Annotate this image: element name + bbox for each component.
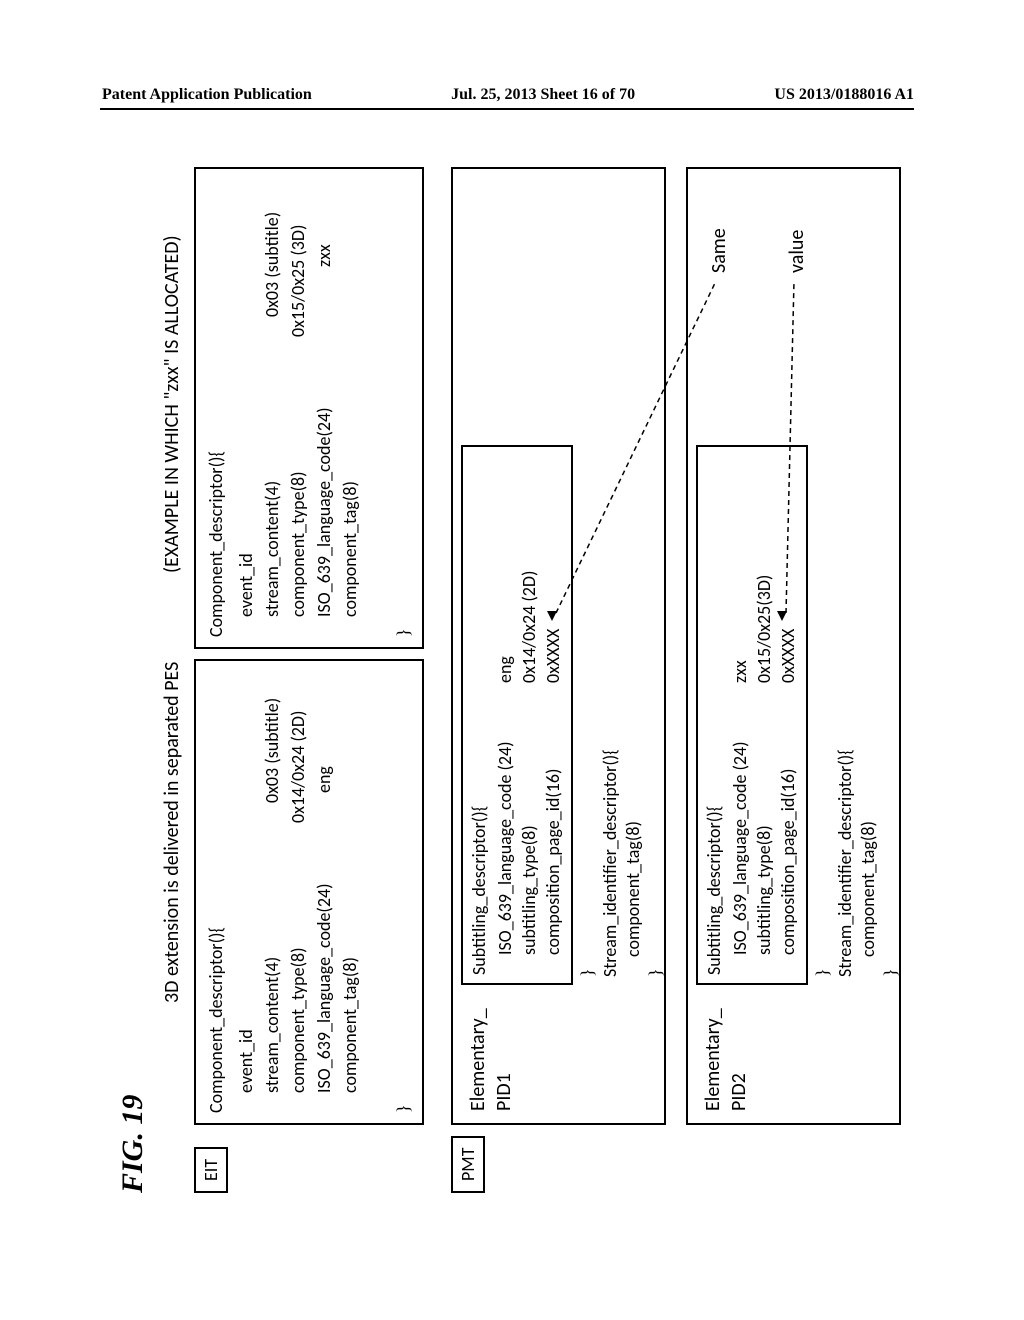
figure-subtitle-note: (EXAMPLE IN WHICH "zxx" IS ALLOCATED) — [160, 235, 184, 573]
header-rule — [100, 108, 914, 110]
cd2-val-1: 0x03 (subtitle) — [260, 212, 284, 317]
elem1-sd-title: Subtitling_descriptor(){ — [467, 806, 491, 975]
elem2-sd-line2: composition_page_id(16) — [776, 769, 800, 955]
elem2-sub-desc-box: Subtitling_descriptor(){ ISO_639_languag… — [696, 445, 808, 985]
elem1-label1: Elementary_ — [465, 1008, 492, 1111]
elem1-sub-desc-box: Subtitling_descriptor(){ ISO_639_languag… — [461, 445, 573, 985]
figure-canvas: FIG. 19 3D extension is delivered in sep… — [116, 167, 902, 1193]
elem2-label2: PID2 — [726, 1073, 753, 1111]
elem1-sd-line0: ISO_639_language_code (24) — [493, 741, 517, 955]
cd1-val-1: 0x03 (subtitle) — [260, 698, 284, 803]
component-descriptor-2-box: Component_descriptor(){ event_id stream_… — [194, 167, 424, 649]
page-header: Patent Application Publication Jul. 25, … — [0, 86, 1024, 104]
elem2-sd-val2: 0xXXXX — [776, 629, 800, 683]
elementary-pid1-box: Elementary_ PID1 Subtitling_descriptor()… — [451, 167, 666, 1125]
cd2-line-1: stream_content(4) — [260, 481, 284, 617]
elem1-sd-line1: subtitling_type(8) — [517, 825, 541, 955]
elem2-sd-title: Subtitling_descriptor(){ — [702, 806, 726, 975]
annotation-same: Same — [706, 228, 732, 273]
eit-label: EIT — [200, 1159, 222, 1181]
cd1-val-3: eng — [312, 766, 336, 793]
header-right: US 2013/0188016 A1 — [774, 86, 914, 104]
cd1-close: } — [391, 1104, 415, 1113]
pmt-label: PMT — [457, 1148, 479, 1181]
pmt-box: PMT — [451, 1136, 485, 1193]
elem2-sd-val0: zxx — [728, 660, 752, 683]
cd2-line-2: component_type(8) — [286, 471, 310, 617]
cd1-title: Component_descriptor(){ — [204, 927, 228, 1113]
cd1-line-1: stream_content(4) — [260, 957, 284, 1093]
cd2-val-2: 0x15/0x25 (3D) — [286, 225, 310, 337]
elem1-sid-close: } — [643, 968, 667, 977]
cd1-line-4: component_tag(8) — [338, 957, 362, 1093]
cd2-line-4: component_tag(8) — [338, 481, 362, 617]
elem1-label2: PID1 — [491, 1073, 518, 1111]
elem2-sid-line: component_tag(8) — [856, 821, 880, 957]
cd2-line-0: event_id — [234, 553, 258, 617]
figure-label: FIG. 19 — [116, 1095, 150, 1193]
cd2-title: Component_descriptor(){ — [204, 451, 228, 637]
eit-box: EIT — [194, 1147, 228, 1193]
header-center: Jul. 25, 2013 Sheet 16 of 70 — [451, 86, 635, 104]
figure-rotated-wrap: FIG. 19 3D extension is delivered in sep… — [116, 407, 1024, 1193]
component-descriptor-1-box: Component_descriptor(){ event_id stream_… — [194, 659, 424, 1125]
header-left: Patent Application Publication — [102, 86, 312, 104]
cd2-close: } — [391, 628, 415, 637]
elem2-sid-title: Stream_identifier_descriptor(){ — [833, 749, 857, 977]
elem1-sd-val2: 0xXXXX — [541, 629, 565, 683]
elem1-sid-line: component_tag(8) — [621, 821, 645, 957]
figure-subtitle: 3D extension is delivered in separated P… — [160, 662, 184, 1003]
cd1-line-0: event_id — [234, 1029, 258, 1093]
cd2-val-3: zxx — [312, 244, 336, 267]
elem1-sd-line2: composition_page_id(16) — [541, 769, 565, 955]
cd1-line-2: component_type(8) — [286, 947, 310, 1093]
cd1-val-2: 0x14/0x24 (2D) — [286, 711, 310, 823]
elem2-sid-close: } — [878, 968, 902, 977]
elem2-sd-close: } — [810, 968, 834, 977]
elem2-label1: Elementary_ — [700, 1008, 727, 1111]
elem2-sd-line1: subtitling_type(8) — [752, 825, 776, 955]
elem1-sd-close: } — [575, 968, 599, 977]
elem1-sd-val1: 0x14/0x24 (2D) — [517, 571, 541, 683]
cd2-line-3: ISO_639_language_code(24) — [312, 407, 336, 617]
cd1-line-3: ISO_639_language_code(24) — [312, 883, 336, 1093]
elem2-sd-val1: 0x15/0x25(3D) — [752, 575, 776, 683]
elementary-pid2-box: Elementary_ PID2 Subtitling_descriptor()… — [686, 167, 901, 1125]
elem2-sd-line0: ISO_639_language_code (24) — [728, 741, 752, 955]
elem1-sd-val0: eng — [493, 656, 517, 683]
elem1-sid-title: Stream_identifier_descriptor(){ — [598, 749, 622, 977]
annotation-value: value — [784, 230, 810, 273]
